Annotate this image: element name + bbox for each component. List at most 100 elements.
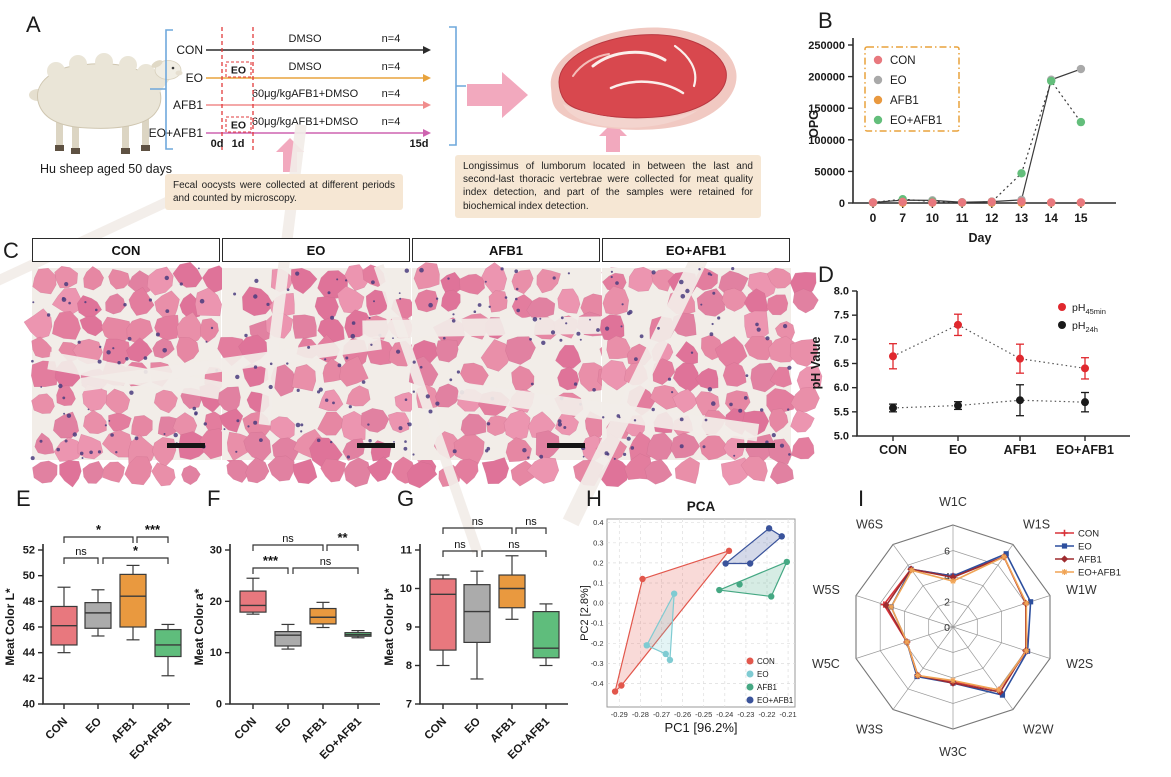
- histology-header-eo: EO: [222, 238, 410, 262]
- scale-bar: [737, 443, 775, 448]
- svg-text:10: 10: [400, 583, 412, 595]
- svg-text:AFB1: AFB1: [173, 98, 203, 112]
- svg-text:W3C: W3C: [939, 745, 967, 759]
- svg-text:250000: 250000: [808, 40, 845, 52]
- panel-b-label: B: [818, 8, 833, 33]
- svg-text:40: 40: [23, 699, 35, 711]
- svg-text:CON: CON: [233, 716, 260, 743]
- svg-text:CON: CON: [890, 55, 916, 67]
- panel-c-label: C: [3, 238, 19, 263]
- svg-text:6.5: 6.5: [834, 358, 849, 370]
- svg-text:60μg/kgAFB1+DMSO: 60μg/kgAFB1+DMSO: [252, 88, 359, 100]
- pca-plot: -0.29 -0.28 -0.27 -0.26 -0.25 -0.24 -0.23 -0.22…: [579, 499, 797, 735]
- svg-text:5.5: 5.5: [834, 406, 849, 418]
- svg-text:OPG: OPG: [807, 110, 821, 138]
- histology-image-afb1: [362, 262, 665, 554]
- svg-text:-0.24: -0.24: [716, 710, 733, 719]
- svg-text:AFB1: AFB1: [299, 715, 329, 745]
- svg-text:48: 48: [23, 596, 35, 608]
- panel-d-label: D: [818, 262, 834, 287]
- svg-text:EO+AFB1: EO+AFB1: [1056, 443, 1114, 457]
- svg-text:-0.21: -0.21: [780, 710, 797, 719]
- svg-text:PCA: PCA: [687, 499, 716, 514]
- svg-text:CON: CON: [176, 43, 203, 57]
- svg-text:30: 30: [210, 545, 222, 557]
- svg-text:***: ***: [145, 522, 161, 537]
- svg-text:DMSO: DMSO: [289, 61, 322, 73]
- svg-text:W5S: W5S: [813, 583, 840, 597]
- svg-text:W1C: W1C: [939, 495, 967, 509]
- svg-text:CON: CON: [44, 716, 71, 743]
- svg-text:EO+AFB1: EO+AFB1: [890, 115, 942, 127]
- svg-text:***: ***: [263, 553, 279, 568]
- svg-text:AFB1: AFB1: [488, 715, 518, 745]
- note-longissimus: Longissimus of lumborum located in betwe…: [455, 155, 761, 218]
- svg-text:EO: EO: [1078, 542, 1092, 553]
- svg-text:-0.1: -0.1: [591, 619, 604, 628]
- panel-f-label: F: [207, 486, 221, 511]
- note-fecal-oocysts: Fecal oocysts were collected at differen…: [165, 174, 403, 211]
- svg-text:7: 7: [406, 699, 412, 711]
- svg-text:CON: CON: [757, 657, 775, 666]
- svg-text:AFB1: AFB1: [757, 683, 778, 692]
- svg-text:2: 2: [944, 597, 950, 609]
- svg-text:4: 4: [944, 571, 950, 583]
- histology-header-afb1-label: AFB1: [489, 242, 523, 258]
- svg-text:0d: 0d: [211, 138, 224, 150]
- svg-text:EO: EO: [274, 716, 294, 736]
- svg-text:50000: 50000: [814, 166, 845, 178]
- svg-text:0.2: 0.2: [593, 558, 603, 567]
- experimental-design-diagram: CON DMSO n=4 EO DMSO n=4 EO AFB1 60μg/kgAFB1+DMS…: [29, 26, 737, 172]
- svg-text:n=4: n=4: [382, 88, 401, 100]
- svg-text:n=4: n=4: [382, 61, 401, 73]
- svg-text:7: 7: [899, 211, 906, 225]
- svg-text:-0.23: -0.23: [737, 710, 754, 719]
- svg-text:15: 15: [1074, 211, 1088, 225]
- svg-text:0.0: 0.0: [593, 599, 603, 608]
- svg-text:PC2 [2.8%]: PC2 [2.8%]: [579, 585, 591, 641]
- svg-text:W6S: W6S: [856, 518, 883, 532]
- svg-text:EO: EO: [231, 120, 246, 132]
- svg-text:EO: EO: [231, 65, 246, 77]
- svg-text:DMSO: DMSO: [289, 33, 322, 45]
- panel-a-label: A: [26, 12, 41, 37]
- svg-text:10: 10: [210, 647, 222, 659]
- svg-text:W1S: W1S: [1023, 518, 1050, 532]
- flow-arrow-up-right: [599, 122, 627, 152]
- svg-text:100000: 100000: [808, 135, 845, 147]
- scale-bar: [357, 443, 395, 448]
- svg-text:EO: EO: [949, 443, 967, 457]
- sheep-illustration: [29, 53, 183, 154]
- svg-text:Meat Color b*: Meat Color b*: [382, 588, 396, 666]
- svg-text:EO: EO: [757, 670, 769, 679]
- radar-chart: 0 2 4 6 W1C W1S W1W W2S W2W W3C W3S W5C W5S W6S CON EO A…: [812, 495, 1121, 759]
- svg-text:W2W: W2W: [1023, 722, 1054, 736]
- opg-chart: 0 50000 100000 150000 200000 250000 0 7 10 11 12 13…: [807, 38, 1116, 245]
- svg-text:-0.25: -0.25: [695, 710, 712, 719]
- svg-text:PC1 [96.2%]: PC1 [96.2%]: [665, 720, 738, 735]
- svg-text:44: 44: [23, 647, 36, 659]
- scale-bar: [547, 443, 585, 448]
- flow-arrow-right: [467, 72, 528, 118]
- meat-illustration: [550, 27, 737, 130]
- svg-text:CON: CON: [423, 716, 450, 743]
- svg-text:-0.2: -0.2: [591, 639, 604, 648]
- svg-text:W2S: W2S: [1066, 657, 1093, 671]
- scale-bar: [167, 443, 205, 448]
- svg-text:11: 11: [400, 545, 412, 557]
- svg-text:20: 20: [210, 596, 222, 608]
- histology-header-con-label: CON: [111, 242, 141, 258]
- histology-header-con: CON: [32, 238, 220, 262]
- panel-e-label: E: [16, 486, 31, 511]
- svg-text:W5C: W5C: [812, 657, 840, 671]
- svg-text:-0.29: -0.29: [611, 710, 628, 719]
- svg-text:46: 46: [23, 622, 35, 634]
- svg-text:ns: ns: [472, 516, 484, 528]
- svg-text:6: 6: [944, 546, 950, 558]
- sheep-caption: Hu sheep aged 50 days: [40, 162, 173, 176]
- panel-i-label: I: [858, 486, 865, 511]
- svg-text:EO: EO: [84, 716, 104, 736]
